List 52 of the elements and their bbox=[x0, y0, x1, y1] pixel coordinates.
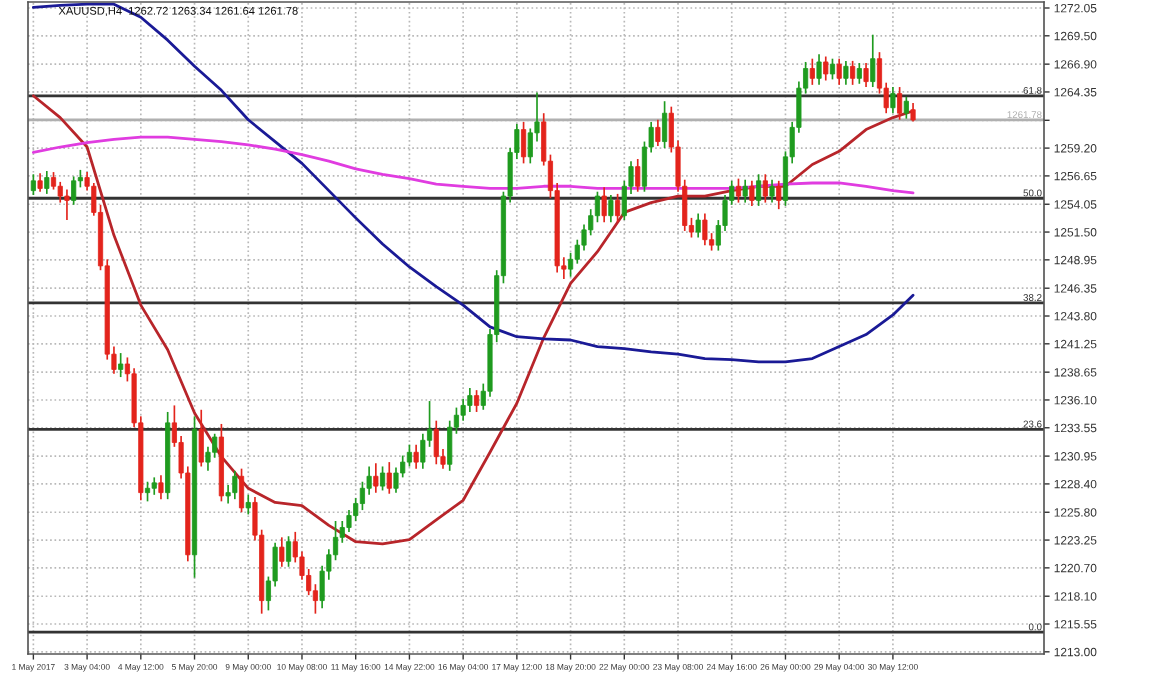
candlestick bbox=[776, 179, 782, 210]
candlestick bbox=[232, 469, 238, 501]
candlestick bbox=[238, 467, 245, 514]
candlestick bbox=[37, 172, 43, 193]
candlestick bbox=[245, 493, 251, 516]
candlestick bbox=[742, 178, 748, 204]
candlestick bbox=[71, 175, 77, 206]
candlestick bbox=[695, 212, 701, 239]
candlestick bbox=[474, 389, 480, 413]
candlestick bbox=[769, 178, 775, 204]
candlestick bbox=[856, 62, 862, 85]
candlestick bbox=[601, 186, 607, 224]
candlestick bbox=[870, 33, 876, 88]
candlestick bbox=[897, 86, 903, 121]
candlestick bbox=[608, 194, 614, 224]
line-series bbox=[31, 2, 915, 364]
candlestick bbox=[373, 462, 379, 494]
candlestick bbox=[850, 60, 856, 86]
candlestick bbox=[413, 443, 419, 470]
candlestick bbox=[198, 408, 204, 468]
candlestick bbox=[816, 53, 822, 86]
candlestick bbox=[863, 62, 869, 88]
candlestick bbox=[379, 465, 386, 492]
candlestick bbox=[756, 173, 762, 207]
candlestick bbox=[903, 96, 909, 120]
candlestick bbox=[279, 536, 285, 568]
candlestick bbox=[64, 188, 70, 221]
candlestick bbox=[521, 121, 527, 165]
candlestick bbox=[158, 474, 164, 501]
candlestick bbox=[829, 57, 836, 81]
candlestick bbox=[836, 57, 842, 86]
candlestick bbox=[285, 535, 292, 568]
candlestick bbox=[635, 158, 641, 193]
candlestick bbox=[30, 173, 36, 196]
candlestick bbox=[809, 57, 815, 86]
candlestick bbox=[386, 461, 392, 495]
candlestick bbox=[702, 212, 708, 246]
line-series bbox=[31, 94, 915, 546]
candlestick bbox=[615, 193, 621, 224]
candlestick bbox=[735, 177, 742, 204]
candlestick bbox=[655, 118, 661, 147]
candlestick bbox=[44, 170, 50, 195]
candlestick bbox=[749, 179, 755, 207]
candlestick bbox=[467, 387, 473, 413]
candlestick bbox=[433, 419, 439, 466]
candlestick bbox=[762, 173, 768, 204]
candlestick bbox=[890, 86, 896, 115]
candlestick bbox=[823, 55, 829, 82]
candlestick bbox=[843, 60, 849, 86]
candlestick bbox=[662, 100, 668, 149]
candlestick bbox=[144, 480, 151, 503]
candlestick bbox=[118, 352, 124, 378]
